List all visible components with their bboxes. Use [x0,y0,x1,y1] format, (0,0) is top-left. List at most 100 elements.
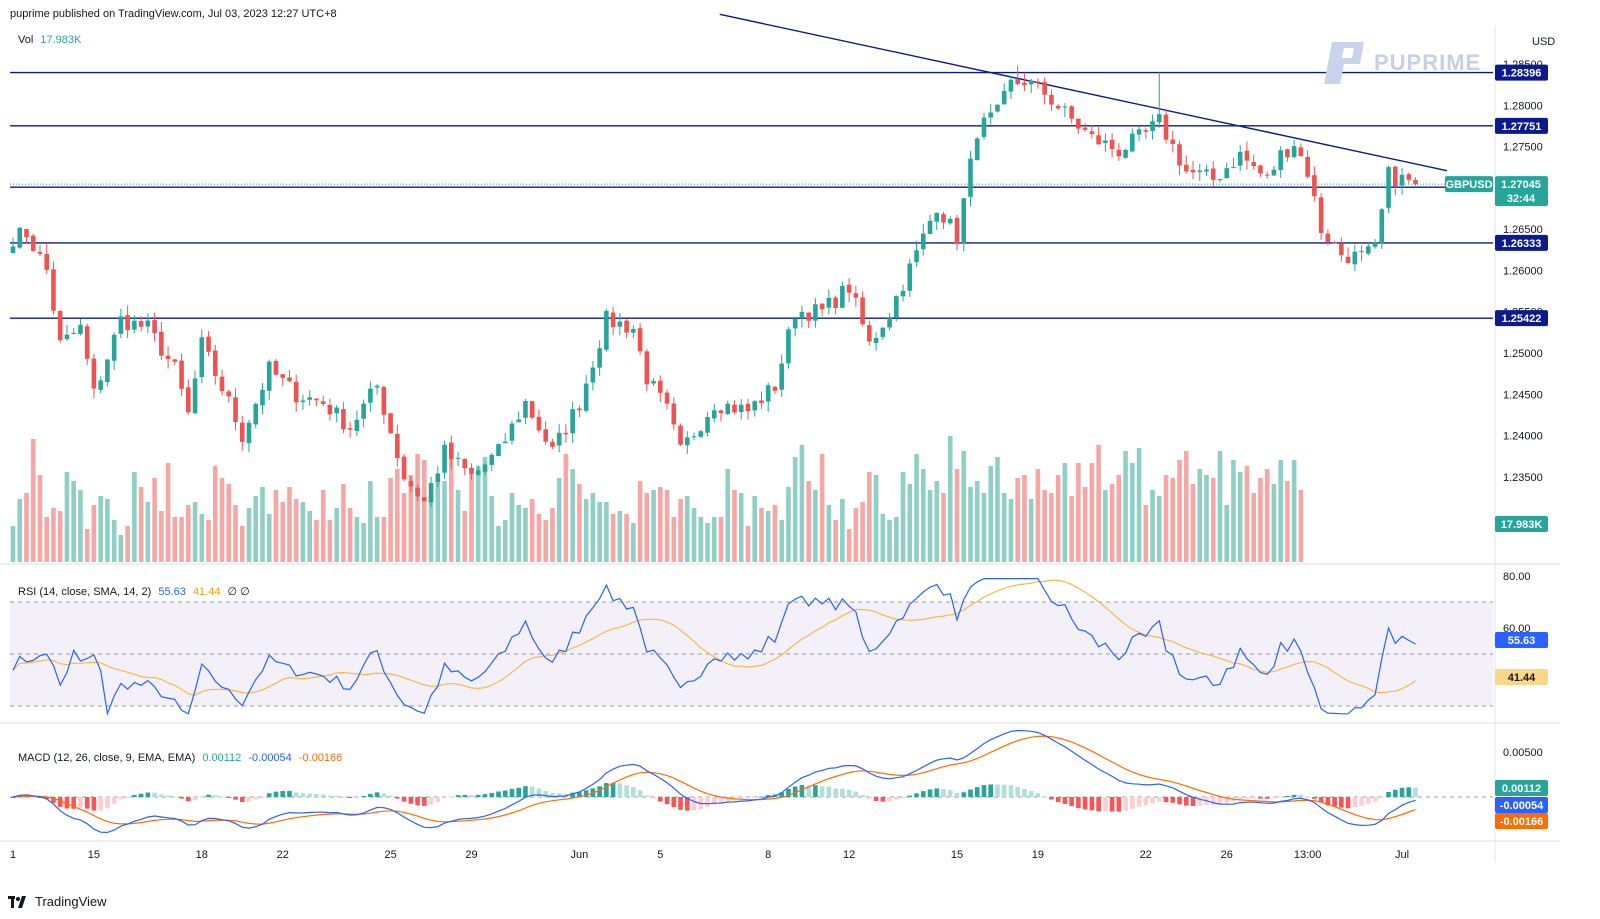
level-price-label: 1.27751 [1495,117,1548,134]
volume-bar [307,511,312,562]
tradingview-footer[interactable]: TradingView [8,894,107,909]
macd-histogram-bar [1055,797,1061,803]
volume-bar [631,523,636,562]
macd-histogram-bar [826,786,832,797]
macd-histogram-bar [610,782,616,797]
time-tick-label: 26 [1221,849,1233,861]
time-tick-label: 5 [657,849,663,861]
volume-bar [738,493,744,562]
volume-bar [570,469,575,562]
candle-body [84,326,90,359]
volume-bar [1156,496,1162,562]
macd-signal-value: -0.00166 [298,752,343,764]
candle-body [644,351,650,385]
volume-bar [165,463,171,562]
volume-bar [138,487,144,562]
volume-bar [698,517,704,562]
macd-histogram-bar [388,795,393,797]
macd-histogram-bar [320,794,326,797]
candle-body [1028,80,1034,85]
level-price-label: 1.26333 [1495,234,1548,251]
candle-body [1150,121,1155,131]
candle-body [1237,151,1243,166]
candle-body [914,250,919,263]
candle-body [1231,167,1236,169]
svg-text:17.983K: 17.983K [1501,519,1543,531]
candle-body [637,328,643,352]
volume-bar [293,499,299,562]
candle-body [179,360,184,389]
macd-histogram-bar [550,792,555,797]
price-tick-label: 1.24000 [1503,431,1543,443]
candle-body [961,198,967,244]
volume-bar [361,523,366,562]
macd-histogram-bar [934,788,940,797]
macd-histogram-bar [786,788,791,797]
candle-body [37,251,43,254]
candle-body [51,269,56,311]
macd-histogram-bar [752,797,758,798]
puprime-logo-icon [1324,42,1364,84]
candle-body [651,381,656,384]
volume-bar [1028,499,1034,562]
candle-body [502,441,508,443]
macd-histogram-bar [988,784,994,797]
candle-body [1366,246,1371,254]
volume-bar [516,505,522,562]
candle-body [1291,146,1297,158]
macd-histogram-bar [30,796,36,798]
price-tick-label: 1.28000 [1503,100,1543,112]
macd-histogram-bar [1049,797,1054,800]
volume-bar [1103,490,1108,562]
candle-body [1143,130,1149,132]
macd-histogram-bar [1008,785,1014,797]
macd-histogram-bar [314,794,319,797]
macd-histogram-bar [813,785,818,797]
candle-body [347,428,353,430]
macd-histogram-bar [1163,797,1169,803]
candle-body [1406,174,1412,180]
macd-histogram-bar [968,789,973,797]
candle-body [307,397,312,400]
volume-bar [779,520,784,562]
macd-histogram-bar [462,794,468,797]
candle-body [806,312,811,321]
volume-bar [1264,469,1270,562]
volume-bar [482,457,488,562]
macd-histogram-bar [212,795,218,797]
macd-histogram-bar [941,789,946,797]
volume-bar [347,508,353,562]
macd-histogram-bar [273,791,279,797]
macd-histogram-bar [536,788,542,797]
macd-histogram-bar [516,787,522,797]
macd-histogram-bar [1224,797,1230,804]
volume-bar [84,529,90,562]
volume-bar [422,460,427,562]
macd-histogram-bar [597,786,602,797]
volume-bar [792,457,798,562]
candle-body [1015,79,1020,85]
macd-histogram-bar [846,789,852,797]
candle-body [684,437,690,446]
macd-histogram-bar [226,797,232,798]
macd-histogram-bar [159,794,164,797]
macd-histogram-bar [1366,797,1371,804]
volume-bar [226,484,232,562]
candle-body [1049,94,1054,105]
volume-bar [1170,478,1176,562]
tradingview-logo-icon [8,895,26,908]
volume-bar [1076,463,1081,562]
volume-bar [408,475,414,562]
candle-body [1076,118,1081,129]
volume-bar [786,487,791,562]
rsi-value-label: 55.63 [1495,632,1548,648]
macd-histogram-bar [422,797,427,806]
macd-histogram-bar [98,797,103,811]
volume-bar [1237,472,1243,562]
candle-body [833,297,838,309]
macd-histogram-bar [840,788,845,797]
volume-bar [17,499,23,562]
volume-bar [212,466,218,562]
svg-text:-0.00054: -0.00054 [1500,800,1544,812]
